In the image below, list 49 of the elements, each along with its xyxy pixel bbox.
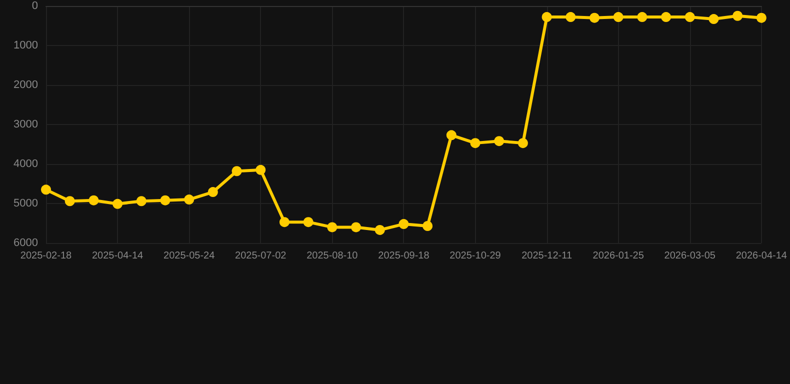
point (374, 224, 385, 235)
point (208, 187, 218, 198)
point (684, 12, 695, 22)
y-tick-label: 4000 (14, 158, 38, 170)
x-tick-label: 2025-02-18 (20, 250, 72, 262)
point (327, 222, 338, 232)
point (232, 166, 242, 176)
point (637, 12, 648, 22)
point (613, 12, 624, 22)
point (88, 195, 99, 206)
point (542, 12, 552, 22)
point (160, 195, 170, 206)
point (184, 194, 194, 205)
point (64, 196, 75, 206)
point (470, 138, 480, 148)
point (279, 217, 290, 228)
point (422, 221, 433, 232)
point (756, 12, 766, 23)
point (351, 222, 362, 232)
point (708, 14, 719, 24)
point (590, 12, 600, 23)
point (398, 219, 409, 230)
point (566, 12, 576, 22)
point (112, 198, 123, 209)
x-tick-label: 2025-12-11 (522, 250, 572, 262)
y-tick-label: 1000 (14, 40, 38, 52)
x-tick-label: 2025-07-02 (235, 250, 287, 262)
point (518, 138, 528, 148)
y-tick-label: 3000 (14, 118, 38, 130)
x-tick-label: 2026-04-14 (736, 250, 788, 262)
x-tick-label: 2025-08-10 (306, 250, 358, 262)
point (661, 12, 672, 22)
point (256, 164, 266, 175)
point (303, 217, 314, 228)
point (41, 184, 51, 195)
y-tick-label: 0 (32, 0, 38, 12)
x-tick-label: 2025-04-14 (92, 250, 144, 262)
y-tick-label: 5000 (14, 198, 38, 210)
point (732, 10, 743, 21)
y-tick-label: 2000 (14, 79, 38, 91)
point (136, 196, 146, 206)
x-tick-label: 2026-01-25 (592, 250, 644, 262)
y-tick-label: 6000 (14, 237, 38, 249)
point (494, 136, 504, 146)
point (446, 130, 456, 140)
x-tick-label: 2025-09-18 (378, 250, 430, 262)
x-tick-label: 2025-10-29 (450, 250, 502, 262)
x-tick-label: 2025-05-24 (164, 250, 216, 262)
x-tick-label: 2026-03-05 (664, 250, 716, 262)
